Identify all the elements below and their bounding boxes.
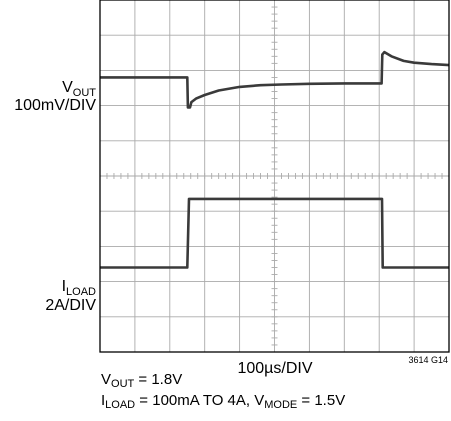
iload-scale-label: 2A/DIV — [45, 297, 96, 314]
iload-channel-label: ILOAD — [62, 278, 96, 298]
condition-iload-vmode: ILOAD = 100mA TO 4A, VMODE = 1.5V — [101, 392, 346, 411]
iload-trace — [100, 197, 449, 269]
plot-frame — [99, 0, 450, 353]
condition-vout: VOUT = 1.8V — [101, 371, 183, 390]
vout-scale-label: 100mV/DIV — [14, 97, 96, 114]
grid — [100, 0, 449, 352]
vout-trace — [100, 50, 450, 109]
vout-channel-label: VOUT — [62, 79, 96, 99]
time-scale-label: 100µs/DIV — [237, 360, 312, 377]
figure-id: 3614 G14 — [408, 355, 448, 365]
traces — [100, 50, 450, 269]
